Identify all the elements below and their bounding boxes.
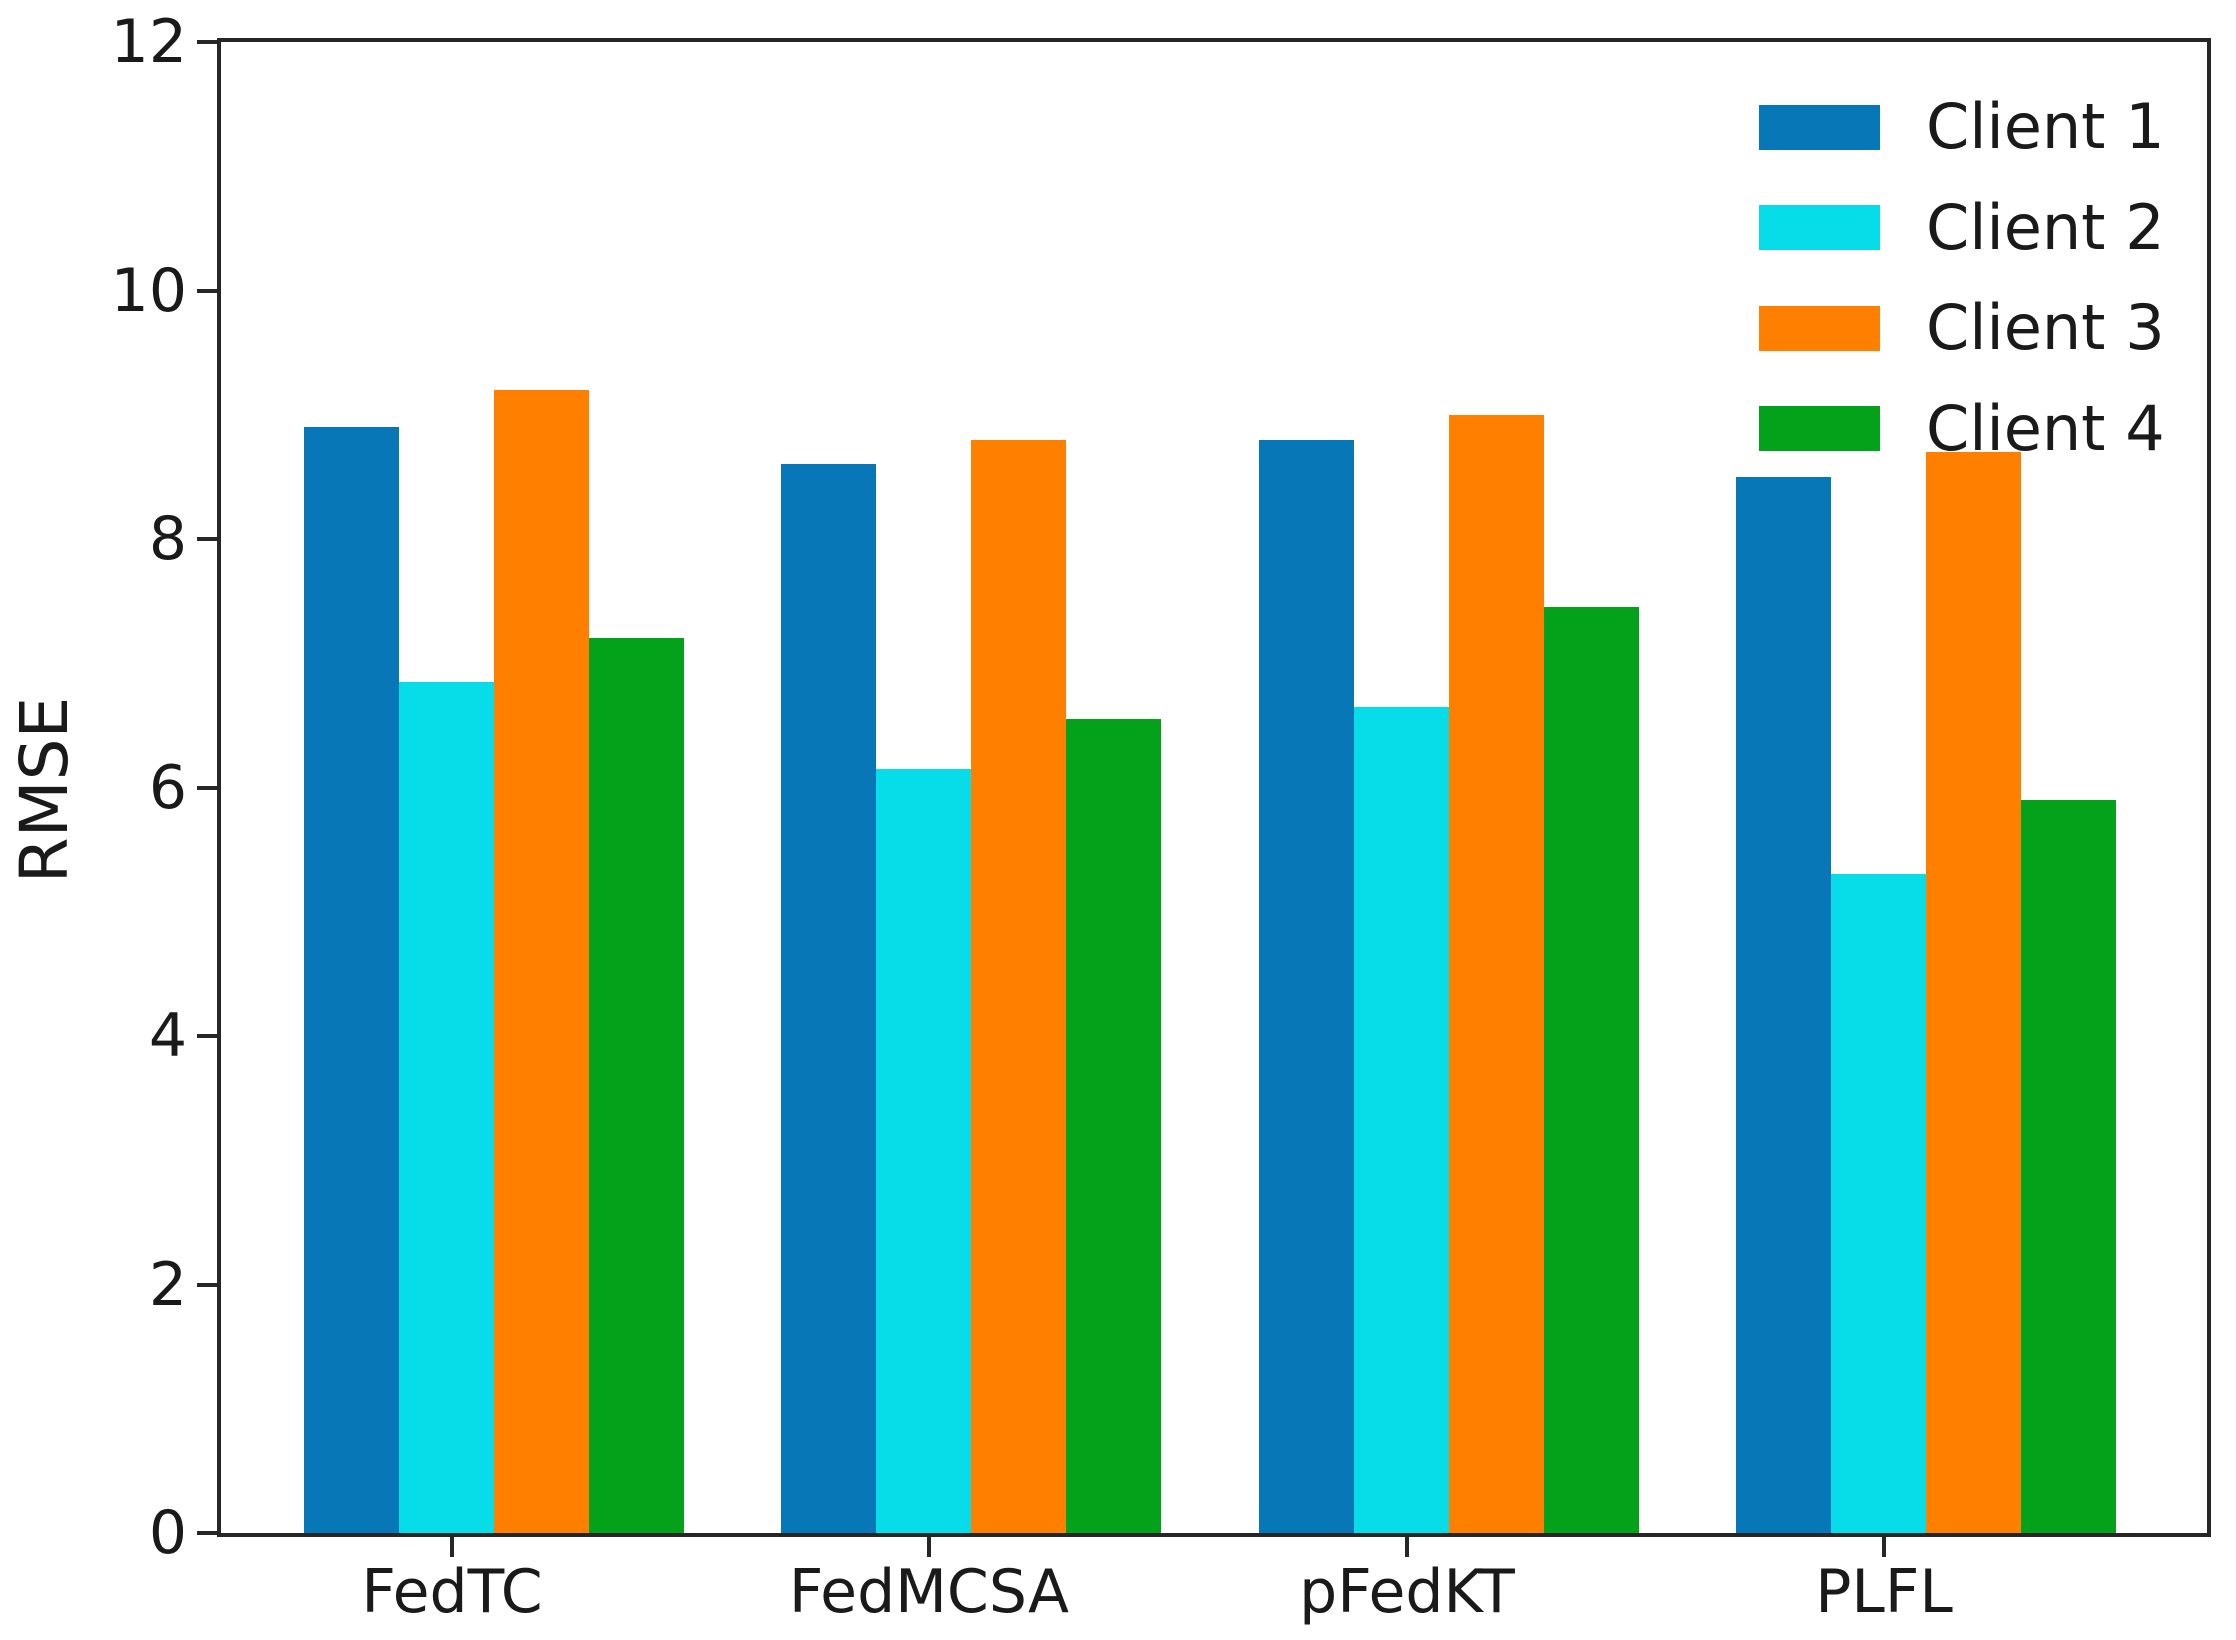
y-tick-label-4: 4 — [148, 1001, 187, 1071]
bar-plfl-client-1 — [1736, 476, 1831, 1533]
y-tick-mark-2 — [197, 1282, 217, 1287]
bar-pfedkt-client-1 — [1259, 439, 1354, 1533]
y-tick-label-8: 8 — [148, 504, 187, 574]
x-tick-label-plfl: PLFL — [1815, 1557, 1953, 1627]
y-tick-label-6: 6 — [148, 752, 187, 823]
bar-plfl-client-2 — [1831, 874, 1926, 1533]
legend-swatch-client-4 — [1759, 406, 1880, 452]
y-tick-mark-4 — [197, 1034, 217, 1038]
y-tick-label-12: 12 — [110, 7, 187, 77]
y-tick-mark-0 — [197, 1531, 217, 1535]
x-tick-mark-pfedkt — [1405, 1537, 1409, 1557]
legend-label-client-1: Client 1 — [1926, 90, 2165, 163]
y-tick-mark-10 — [197, 288, 217, 293]
bar-plfl-client-3 — [1926, 452, 2021, 1533]
bar-fedmcsa-client-1 — [781, 464, 876, 1533]
bar-plfl-client-4 — [2021, 799, 2116, 1533]
bar-fedmcsa-client-4 — [1066, 719, 1161, 1533]
bar-fedtc-client-2 — [399, 681, 494, 1533]
bar-fedtc-client-4 — [589, 638, 684, 1533]
legend-swatch-client-3 — [1759, 305, 1880, 351]
y-tick-label-10: 10 — [110, 255, 187, 326]
bar-pfedkt-client-3 — [1449, 414, 1544, 1533]
y-tick-label-2: 2 — [148, 1249, 187, 1320]
y-tick-mark-6 — [197, 785, 217, 790]
x-tick-label-fedtc: FedTC — [361, 1557, 543, 1627]
x-tick-label-fedmcsa: FedMCSA — [788, 1557, 1070, 1627]
bar-fedmcsa-client-2 — [876, 768, 971, 1533]
y-tick-mark-12 — [197, 40, 217, 44]
x-tick-mark-fedtc — [450, 1537, 454, 1557]
x-tick-mark-plfl — [1882, 1537, 1886, 1557]
bar-fedtc-client-3 — [494, 389, 589, 1533]
legend-label-client-3: Client 3 — [1926, 291, 2165, 365]
legend-swatch-client-1 — [1759, 104, 1880, 150]
bar-pfedkt-client-2 — [1354, 706, 1449, 1533]
y-tick-label-0: 0 — [148, 1498, 187, 1568]
legend-swatch-client-2 — [1759, 205, 1880, 251]
x-tick-label-pfedkt: pFedKT — [1299, 1557, 1515, 1627]
legend-label-client-4: Client 4 — [1926, 391, 2165, 465]
bar-pfedkt-client-4 — [1544, 607, 1639, 1533]
x-tick-mark-fedmcsa — [927, 1537, 931, 1557]
y-tick-mark-8 — [197, 537, 217, 541]
bar-fedtc-client-1 — [304, 427, 399, 1533]
legend-label-client-2: Client 2 — [1926, 190, 2165, 264]
bar-fedmcsa-client-3 — [971, 439, 1066, 1533]
